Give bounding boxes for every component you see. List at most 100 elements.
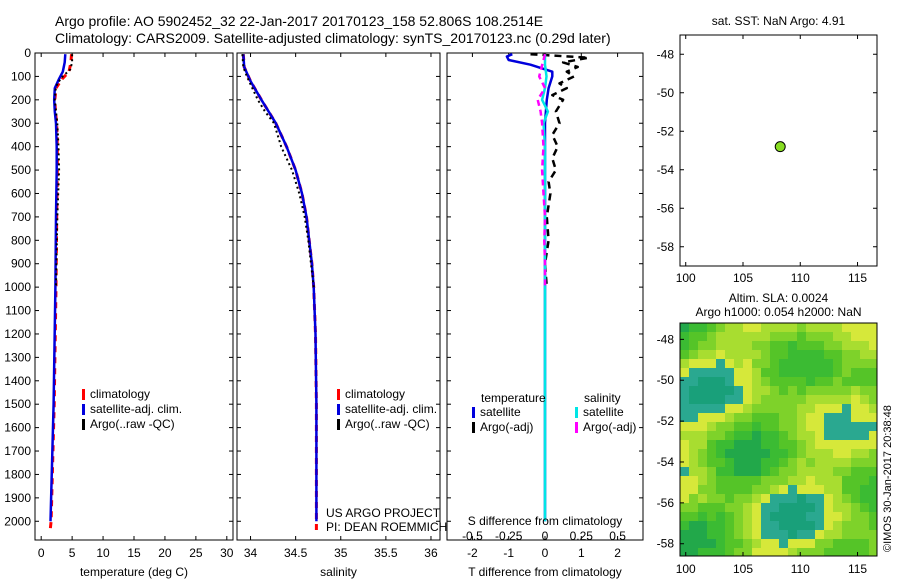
y-tick-label: 100 [11, 69, 31, 83]
heatmap-cell [824, 431, 833, 440]
heatmap-cell [707, 548, 716, 556]
heatmap-cell [815, 539, 824, 548]
heatmap-cell [770, 548, 779, 556]
heatmap-cell [761, 476, 770, 485]
heatmap-cell [689, 494, 698, 503]
heatmap-cell [779, 395, 788, 404]
heatmap-cell [725, 431, 734, 440]
legend-swatch [82, 389, 85, 400]
heatmap-cell [860, 386, 869, 395]
heatmap-cell [815, 377, 824, 386]
heatmap-cell [869, 368, 877, 377]
heatmap-cell [707, 431, 716, 440]
heatmap-cell [806, 323, 815, 332]
copyright-label: ©IMOS 30-Jan-2017 20:38:48 [882, 405, 894, 552]
x-tick-label: 115 [848, 271, 867, 285]
legend-swatch [337, 404, 340, 415]
x-tick-label: 115 [848, 562, 867, 576]
heatmap-cell [824, 404, 833, 413]
heatmap-cell [860, 512, 869, 521]
x2-axis-label: S difference from climatology [468, 514, 623, 528]
y-tick-label: 1400 [4, 374, 31, 388]
heatmap-cell [734, 350, 743, 359]
heatmap-cell [725, 350, 734, 359]
heatmap-cell [779, 476, 788, 485]
heatmap-cell [743, 458, 752, 467]
heatmap-cell [743, 539, 752, 548]
heatmap-cell [788, 476, 797, 485]
heatmap-cell [833, 386, 842, 395]
heatmap-cell [761, 341, 770, 350]
x-tick-label: -1 [503, 546, 514, 560]
heatmap-cell [680, 539, 689, 548]
heatmap-cell [842, 494, 851, 503]
heatmap-cell [779, 548, 788, 556]
x2-tick-label: -0.25 [495, 529, 523, 543]
heatmap-cell [680, 341, 689, 350]
heatmap-cell [734, 521, 743, 530]
heatmap-cell [833, 332, 842, 341]
heatmap-cell [770, 503, 779, 512]
heatmap-cell [788, 449, 797, 458]
heatmap-cell [743, 395, 752, 404]
heatmap-cell [752, 440, 761, 449]
heatmap-cell [779, 494, 788, 503]
heatmap-cell [689, 503, 698, 512]
heatmap-cell [869, 386, 877, 395]
heatmap-cell [869, 377, 877, 386]
heatmap-frame [679, 322, 878, 557]
heatmap-cell [806, 350, 815, 359]
heatmap-cell [833, 431, 842, 440]
map-title: sat. SST: NaN Argo: 4.91 [712, 14, 846, 28]
heatmap-cell [851, 476, 860, 485]
heatmap-cell [770, 386, 779, 395]
heatmap-cell [815, 521, 824, 530]
heatmap-cell [707, 440, 716, 449]
heatmap-cell [833, 422, 842, 431]
y-tick-label: -56 [657, 496, 675, 510]
heatmap-cell [833, 530, 842, 539]
heatmap-cell [860, 431, 869, 440]
heatmap-cell [797, 386, 806, 395]
heatmap-cell [689, 332, 698, 341]
heatmap-cell [815, 368, 824, 377]
heatmap-cell [752, 431, 761, 440]
heatmap-cell [806, 440, 815, 449]
heatmap-cell [698, 350, 707, 359]
heatmap-cell [734, 449, 743, 458]
heatmap-cell [752, 350, 761, 359]
heatmap-cell [815, 332, 824, 341]
heatmap-cell [806, 413, 815, 422]
heatmap-cell [797, 467, 806, 476]
heatmap-cell [716, 377, 725, 386]
heatmap-cell [725, 404, 734, 413]
heatmap-cell [761, 521, 770, 530]
heatmap-cell [833, 404, 842, 413]
heatmap-cell [734, 332, 743, 341]
heatmap-cell [842, 341, 851, 350]
legend-swatch [575, 407, 578, 418]
heatmap-cell [698, 377, 707, 386]
heatmap-cell [770, 377, 779, 386]
heatmap-cell [869, 440, 877, 449]
heatmap-cell [842, 368, 851, 377]
heatmap-cell [824, 548, 833, 556]
heatmap-cell [833, 476, 842, 485]
legend-label: satellite-adj. clim. [345, 402, 437, 416]
heatmap-cell [698, 386, 707, 395]
annotation-text: US ARGO PROJECT [326, 506, 441, 520]
heatmap-cell [689, 548, 698, 556]
heatmap-cell [842, 359, 851, 368]
heatmap-cell [806, 422, 815, 431]
heatmap-cell [716, 458, 725, 467]
heatmap-cell [806, 449, 815, 458]
heatmap-cell [824, 476, 833, 485]
heatmap-cell [698, 467, 707, 476]
heatmap-cell [869, 485, 877, 494]
heatmap-cell [698, 512, 707, 521]
heatmap-cell [842, 449, 851, 458]
heatmap-cell [869, 323, 877, 332]
heatmap-cell [734, 413, 743, 422]
heatmap-cell [842, 377, 851, 386]
